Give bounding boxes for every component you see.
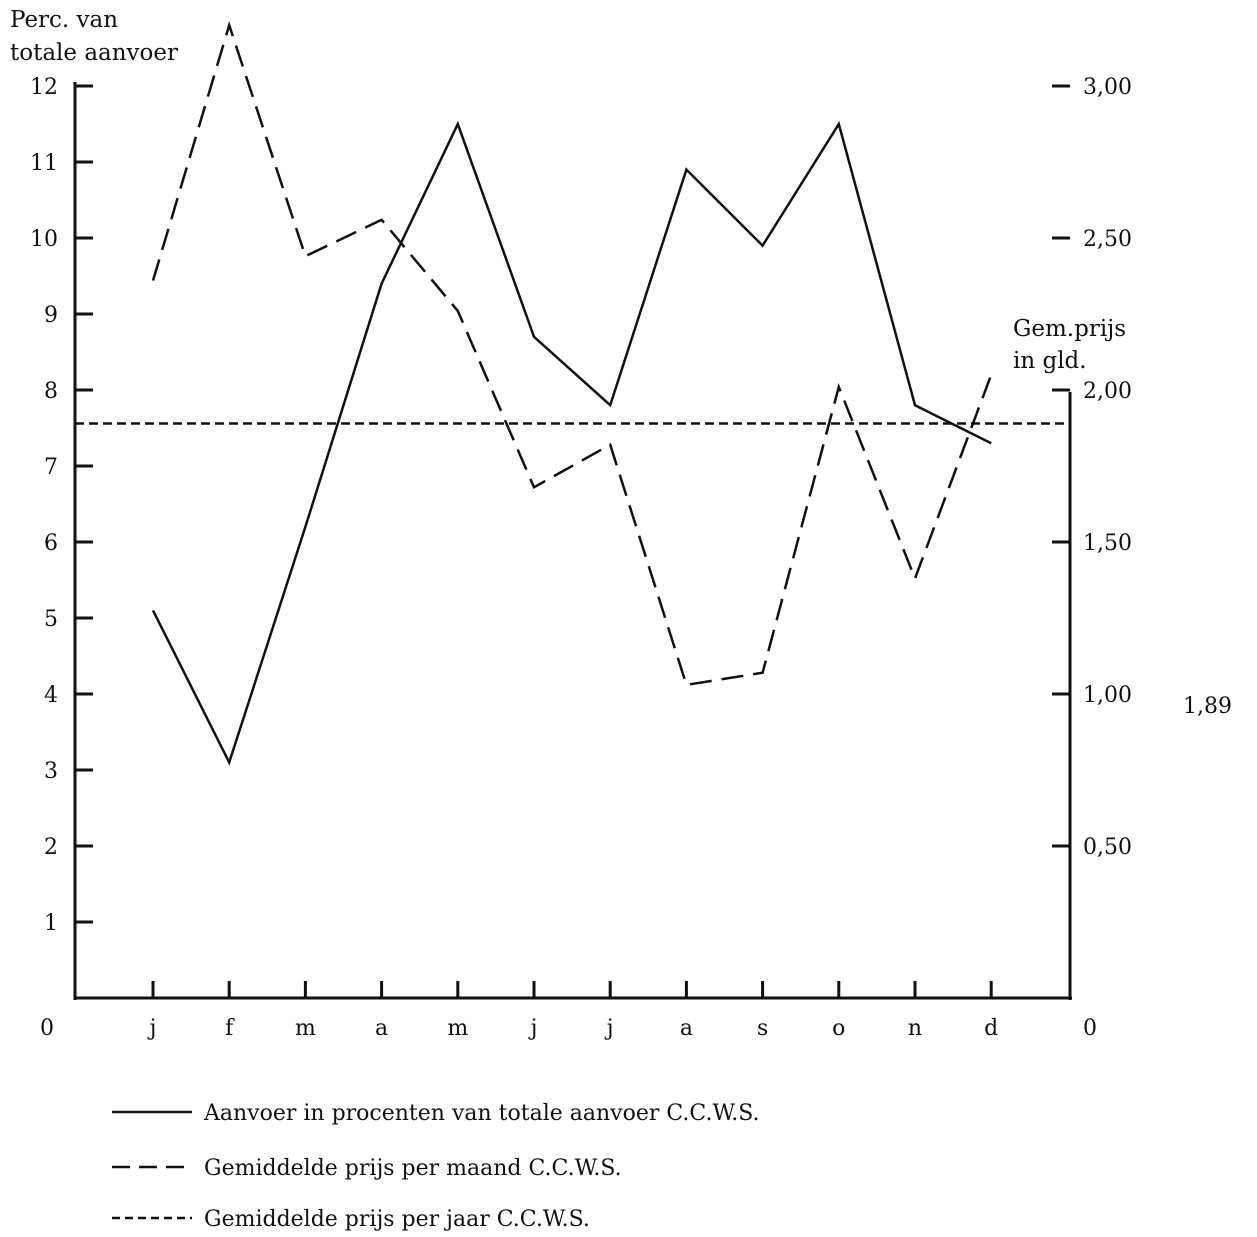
left-axis-title-line1: Perc. van [10,7,118,33]
legend: Aanvoer in procenten van totale aanvoer … [112,1101,759,1232]
x-tick-label: o [832,1016,845,1041]
left-tick-label: 6 [44,531,58,556]
x-tick-label: j [604,1016,614,1041]
left-tick-label: 9 [44,303,58,328]
x-tick-label: d [984,1016,998,1041]
left-tick-label: 8 [44,379,58,404]
left-tick-label: 12 [30,75,58,100]
x-tick-label: j [147,1016,157,1041]
right-tick-label: 2,50 [1083,227,1132,252]
left-tick-label: 5 [44,607,58,632]
x-tick-label: a [680,1016,693,1041]
x-tick-label: a [375,1016,388,1041]
x-tick-label: j [528,1016,538,1041]
right-tick-label: 1,00 [1083,683,1132,708]
right-tick-label: 2,00 [1083,379,1132,404]
x-tick-label: f [225,1016,235,1041]
x-tick-label: m [295,1016,316,1041]
left-tick-label: 10 [30,227,58,252]
left-zero-label: 0 [40,1016,54,1041]
right-tick-label: 0,50 [1083,835,1132,860]
right-zero-label: 0 [1083,1016,1097,1041]
left-tick-label: 2 [44,835,58,860]
right-axis-ticks: 0,501,001,502,002,503,003,504,00 [1052,75,1132,860]
left-tick-label: 11 [30,151,58,176]
right-axis-title-line2: in gld. [1013,348,1087,374]
x-tick-label: s [757,1016,768,1041]
legend-label-prijs-jaar: Gemiddelde prijs per jaar C.C.W.S. [204,1207,590,1232]
right-tick-label: 1,50 [1083,531,1132,556]
x-tick-label: n [908,1016,922,1041]
legend-label-prijs-maand: Gemiddelde prijs per maand C.C.W.S. [204,1156,622,1181]
average-annotation: 1,89 [1183,694,1232,719]
right-axis-title-line1: Gem.prijs [1013,316,1126,342]
legend-label-aanvoer: Aanvoer in procenten van totale aanvoer … [203,1101,759,1126]
left-tick-label: 4 [44,683,58,708]
x-tick-label: m [447,1016,468,1041]
series-line-solid [151,120,992,766]
left-axis-title-line2: totale aanvoer [10,40,178,66]
left-tick-label: 3 [44,759,58,784]
right-tick-label: 3,00 [1083,75,1132,100]
left-tick-label: 1 [44,911,58,936]
series-line-long-dash [151,21,993,687]
left-tick-label: 7 [44,455,58,480]
series-layer [75,21,1070,766]
